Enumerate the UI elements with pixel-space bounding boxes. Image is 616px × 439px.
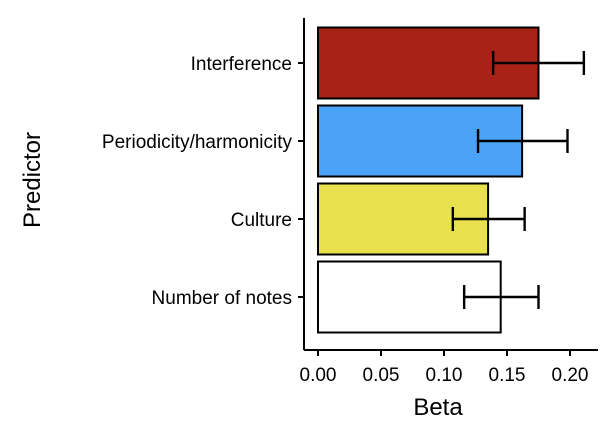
category-label: Culture (231, 210, 292, 231)
bars (317, 26, 540, 334)
x-tick-label: 0.05 (363, 365, 400, 386)
x-tick-label: 0.10 (426, 365, 463, 386)
axis-ticks: Interference Periodicity/harmonicity Cultu… (102, 54, 589, 386)
x-tick-label: 0.15 (489, 365, 526, 386)
category-label: Number of notes (152, 288, 292, 309)
y-axis-title: Predictor (19, 132, 46, 228)
error-bars (451, 51, 586, 309)
category-label: Interference (191, 54, 292, 75)
x-tick-label: 0.20 (552, 365, 589, 386)
x-tick-label: 0.00 (300, 365, 337, 386)
x-axis-title: Beta (413, 394, 463, 421)
category-label: Periodicity/harmonicity (102, 132, 293, 153)
